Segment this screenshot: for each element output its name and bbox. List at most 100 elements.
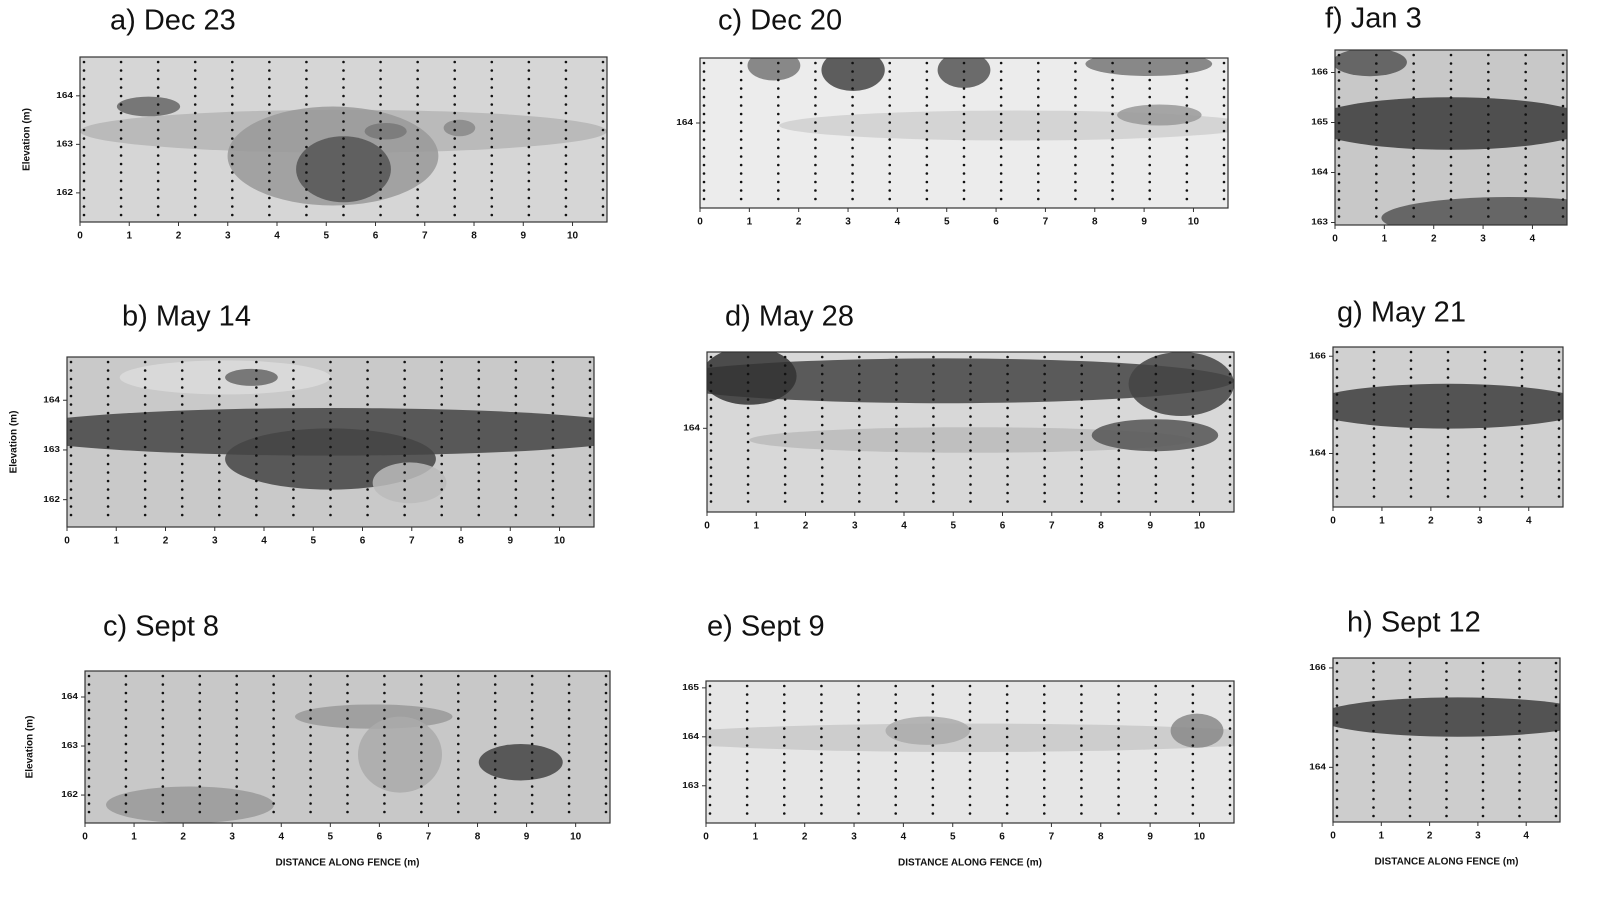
sample-dot (1191, 398, 1195, 401)
sample-dot (1080, 440, 1084, 444)
sample-dot (453, 205, 457, 208)
sample-dot (1337, 70, 1341, 74)
sample-dot (268, 111, 271, 115)
sample-dot (1042, 735, 1046, 739)
sample-dot (456, 742, 460, 746)
sample-dot (925, 180, 929, 184)
sample-dot (268, 196, 271, 200)
sample-dot (87, 700, 91, 703)
sample-dot (1409, 384, 1413, 388)
sample-dot (346, 768, 349, 771)
x-tick-label: 2 (176, 231, 182, 242)
sample-dot (1561, 147, 1565, 150)
sample-dot (588, 411, 592, 415)
sample-dot (783, 466, 787, 469)
sample-dot (1372, 806, 1375, 809)
sample-dot (1483, 359, 1487, 362)
sample-dot (1191, 500, 1195, 503)
contour-image (706, 681, 1234, 823)
sample-dot (564, 145, 568, 149)
sample-dot (709, 423, 713, 427)
x-tick-label: 0 (64, 536, 70, 547)
sample-dot (783, 423, 787, 427)
sample-dot (527, 213, 531, 217)
y-tick-label: 166 (1309, 351, 1326, 360)
sample-dot (708, 693, 712, 696)
x-tick-label: 0 (1330, 516, 1336, 527)
sample-dot (379, 213, 382, 217)
sample-dot (527, 103, 531, 106)
sample-dot (1074, 78, 1077, 82)
sample-dot (1335, 401, 1339, 405)
sample-dot (477, 488, 481, 491)
sample-dot (1375, 121, 1378, 125)
sample-dot (309, 708, 312, 712)
sample-dot (420, 776, 423, 780)
sample-dot (895, 423, 898, 427)
sample-dot (851, 104, 854, 107)
sample-dot (69, 386, 73, 389)
sample-dot (366, 377, 369, 381)
sample-dot (305, 213, 308, 217)
sample-dot (477, 505, 481, 508)
sample-dot (1375, 62, 1378, 65)
panel-title: c) Dec 20 (718, 5, 842, 37)
sample-dot (456, 785, 460, 788)
sample-dot (888, 129, 892, 133)
sample-dot (588, 471, 592, 474)
sample-dot (932, 389, 935, 393)
sample-dot (527, 196, 531, 200)
sample-dot (1228, 803, 1232, 807)
sample-dot (1372, 376, 1376, 379)
sample-dot (782, 744, 786, 747)
sample-dot (366, 445, 369, 449)
sample-dot (776, 95, 780, 99)
sample-dot (999, 70, 1003, 73)
sample-dot (1337, 206, 1341, 210)
sample-dot (119, 77, 123, 81)
sample-dot (1228, 710, 1232, 713)
sample-dot (969, 372, 972, 376)
sample-dot (1074, 172, 1077, 175)
sample-dot (564, 213, 568, 217)
sample-dot (1185, 95, 1189, 99)
sample-dot (857, 778, 860, 781)
sample-dot (440, 403, 444, 406)
sample-dot (1481, 763, 1485, 767)
sample-dot (230, 103, 234, 106)
sample-dot (235, 717, 239, 720)
sample-dot (1449, 215, 1453, 218)
sample-dot (1520, 461, 1524, 464)
sample-dot (820, 415, 824, 418)
sample-dot (416, 213, 419, 217)
sample-dot (383, 776, 386, 780)
sample-dot (783, 364, 787, 367)
sample-dot (551, 505, 555, 508)
sample-dot (193, 179, 197, 183)
sample-dot (1445, 814, 1448, 818)
sample-dot (530, 725, 534, 729)
sample-dot (604, 793, 608, 797)
sample-dot (198, 785, 202, 788)
x-tick-label: 1 (113, 536, 119, 547)
sample-dot (342, 86, 345, 89)
sample-dot (782, 778, 786, 781)
sample-dot (217, 360, 221, 364)
sample-dot (180, 377, 184, 381)
sample-dot (1080, 432, 1084, 435)
x-tick-label: 4 (901, 521, 907, 532)
sample-dot (851, 95, 854, 99)
sample-dot (161, 674, 165, 678)
sample-dot (564, 154, 568, 157)
sample-dot (106, 471, 110, 474)
sample-dot (272, 751, 275, 754)
sample-dot (814, 61, 817, 65)
sample-dot (124, 725, 128, 729)
sample-dot (156, 213, 160, 217)
sample-dot (477, 403, 481, 406)
sample-dot (776, 163, 780, 167)
sample-dot (745, 693, 749, 696)
sample-dot (932, 457, 935, 461)
sample-dot (814, 155, 817, 158)
x-tick-label: 3 (845, 217, 851, 228)
